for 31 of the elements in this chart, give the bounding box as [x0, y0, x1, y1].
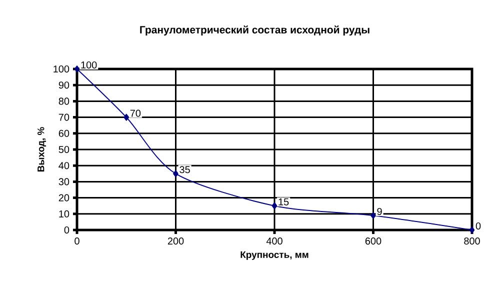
y-tick-label: 100: [54, 65, 70, 73]
data-label: 9: [377, 208, 382, 216]
y-tick-label: 90: [58, 82, 70, 89]
x-tick-label: 0: [74, 238, 80, 245]
chart-title: Гранулометрический состав исходной руды: [140, 26, 370, 36]
y-tick-label: 50: [58, 146, 70, 154]
y-tick-label: 40: [58, 162, 70, 170]
data-label: 15: [278, 198, 289, 206]
y-tick-label: 60: [58, 130, 70, 137]
x-tick-label: 600: [365, 238, 382, 245]
x-tick-label: 800: [464, 238, 480, 245]
y-tick-label: 30: [58, 178, 70, 186]
y-axis-title: Выход, %: [38, 127, 46, 172]
point: [124, 114, 130, 121]
x-tick-label: 200: [168, 238, 184, 245]
point: [173, 170, 178, 178]
x-tick-label: 400: [266, 238, 282, 245]
y-tick-label: 80: [58, 98, 70, 105]
y-tick-label: 70: [58, 114, 70, 121]
data-label: 35: [180, 166, 190, 174]
data-label: 70: [130, 110, 141, 117]
data-label: 0: [476, 222, 481, 230]
point: [370, 212, 376, 220]
point: [272, 202, 278, 210]
x-axis-title: Крупность, мм: [240, 251, 308, 260]
y-tick-label: 10: [59, 210, 70, 218]
y-tick-label: 0: [64, 226, 70, 234]
y-tick-label: 20: [58, 194, 70, 202]
point: [469, 226, 475, 234]
data-label: 100: [81, 61, 97, 68]
point: [74, 65, 80, 72]
